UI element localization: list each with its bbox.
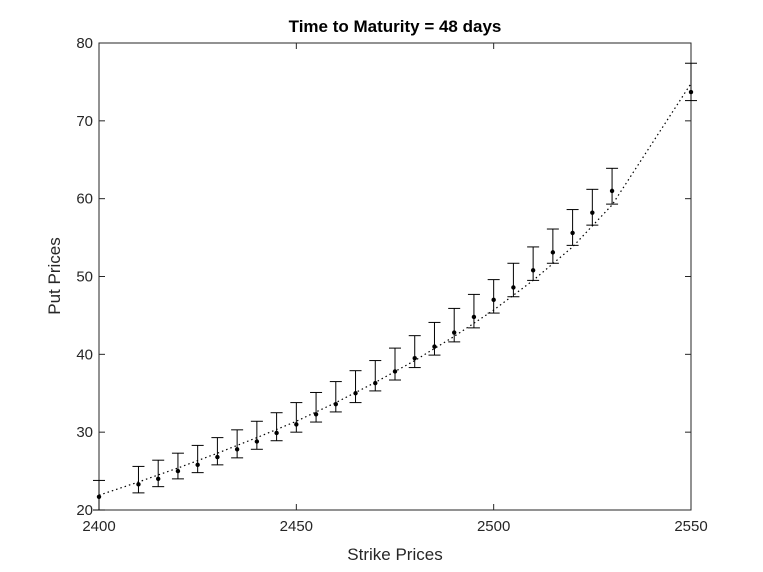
x-tick-label-2: 2500 (477, 518, 510, 535)
error-bar-19 (487, 279, 500, 314)
y-tick-label-6: 80 (76, 35, 93, 52)
error-bar-2 (152, 459, 165, 488)
error-bar-18 (467, 293, 480, 329)
data-point-20 (511, 285, 516, 290)
y-tick-label-2: 40 (76, 346, 93, 363)
data-point-18 (471, 314, 477, 320)
x-tick-label-0: 2400 (82, 518, 115, 535)
data-point-5 (215, 454, 220, 460)
error-bar-1 (132, 465, 145, 494)
x-tick-label-3: 2550 (674, 518, 707, 535)
data-point-0 (96, 494, 102, 499)
y-tick-label-3: 50 (76, 269, 93, 286)
plot-area (98, 42, 692, 511)
data-point-17 (452, 330, 457, 335)
error-bar-9 (290, 402, 303, 433)
data-point-25 (609, 188, 615, 194)
data-point-22 (550, 250, 556, 255)
data-point-6 (234, 447, 240, 452)
y-tick-label-0: 20 (76, 502, 93, 519)
data-points (96, 89, 694, 499)
error-bar-11 (329, 381, 342, 413)
error-bar-6 (231, 429, 244, 459)
data-point-24 (590, 210, 595, 215)
chart-title: Time to Maturity = 48 days (289, 17, 502, 36)
y-tick-label-1: 30 (76, 424, 93, 441)
error-bar-3 (171, 452, 184, 480)
data-point-3 (175, 468, 181, 474)
data-point-19 (491, 297, 496, 303)
error-bar-24 (586, 188, 599, 226)
y-tick-label-5: 70 (76, 113, 93, 130)
data-point-4 (195, 462, 200, 468)
error-bar-25 (606, 167, 619, 205)
data-point-2 (156, 476, 161, 482)
y-axis-label: Put Prices (45, 237, 64, 314)
error-bar-17 (448, 307, 461, 343)
error-bar-23 (566, 209, 579, 246)
x-axis-label: Strike Prices (347, 545, 442, 564)
data-point-10 (313, 412, 319, 417)
data-point-8 (274, 430, 279, 436)
error-bar-10 (310, 391, 323, 423)
data-point-11 (333, 401, 338, 407)
error-bar-21 (527, 246, 540, 281)
error-bar-15 (408, 335, 421, 369)
data-point-15 (412, 356, 417, 361)
data-point-21 (530, 268, 536, 273)
data-point-16 (432, 344, 437, 349)
data-point-23 (570, 230, 575, 236)
error-bar-22 (546, 228, 559, 264)
error-bar-20 (507, 262, 520, 298)
error-bar-16 (428, 321, 441, 356)
data-point-26 (688, 89, 694, 95)
data-point-7 (254, 439, 260, 444)
error-bar-5 (211, 437, 224, 466)
error-bar-26 (685, 62, 697, 102)
x-tick-label-1: 2450 (280, 518, 313, 535)
y-tick-label-4: 60 (76, 191, 93, 208)
data-point-1 (136, 482, 141, 487)
data-point-12 (353, 391, 358, 396)
data-point-9 (294, 422, 299, 427)
error-bar-12 (349, 370, 362, 404)
error-bar-14 (389, 347, 401, 381)
error-bar-8 (270, 412, 283, 442)
data-point-13 (373, 380, 378, 386)
ticks: 2400 2450 2500 2550 20 30 40 50 60 70 80 (76, 35, 707, 535)
error-bar-13 (369, 360, 382, 392)
data-point-14 (392, 369, 398, 374)
error-bar-4 (191, 444, 204, 474)
error-bar-7 (250, 420, 263, 450)
